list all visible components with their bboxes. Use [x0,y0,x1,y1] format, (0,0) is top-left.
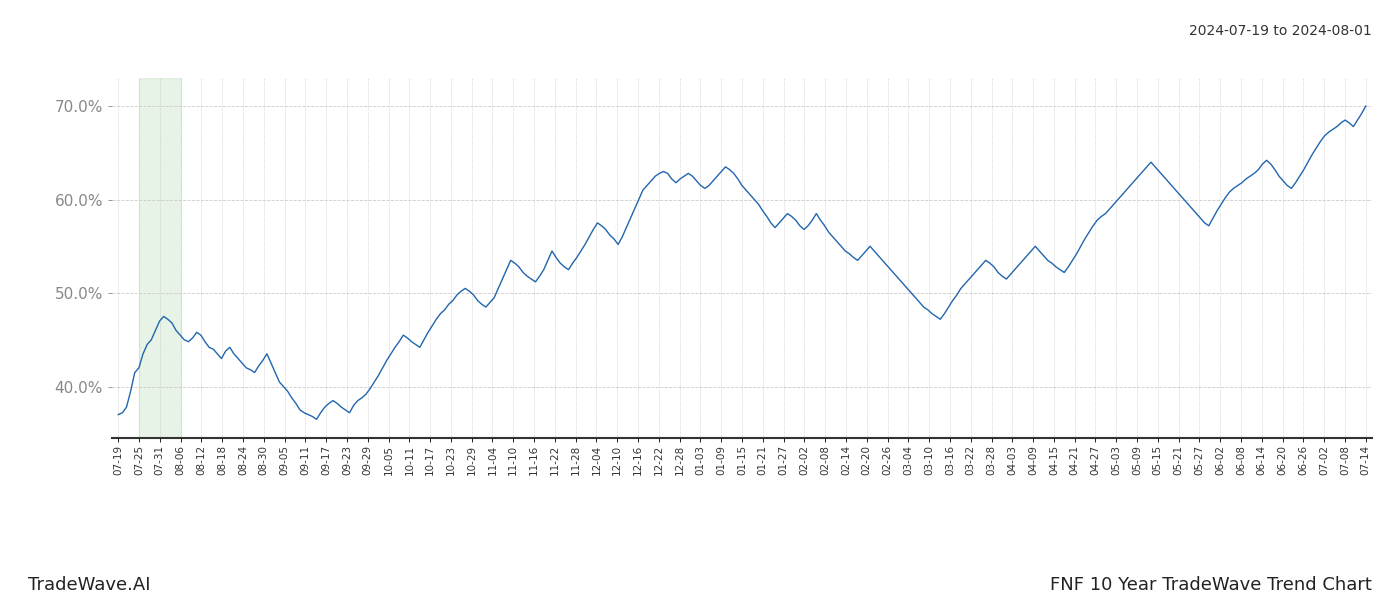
Text: 2024-07-19 to 2024-08-01: 2024-07-19 to 2024-08-01 [1189,24,1372,38]
Text: FNF 10 Year TradeWave Trend Chart: FNF 10 Year TradeWave Trend Chart [1050,576,1372,594]
Bar [139,78,181,438]
Text: TradeWave.AI: TradeWave.AI [28,576,151,594]
